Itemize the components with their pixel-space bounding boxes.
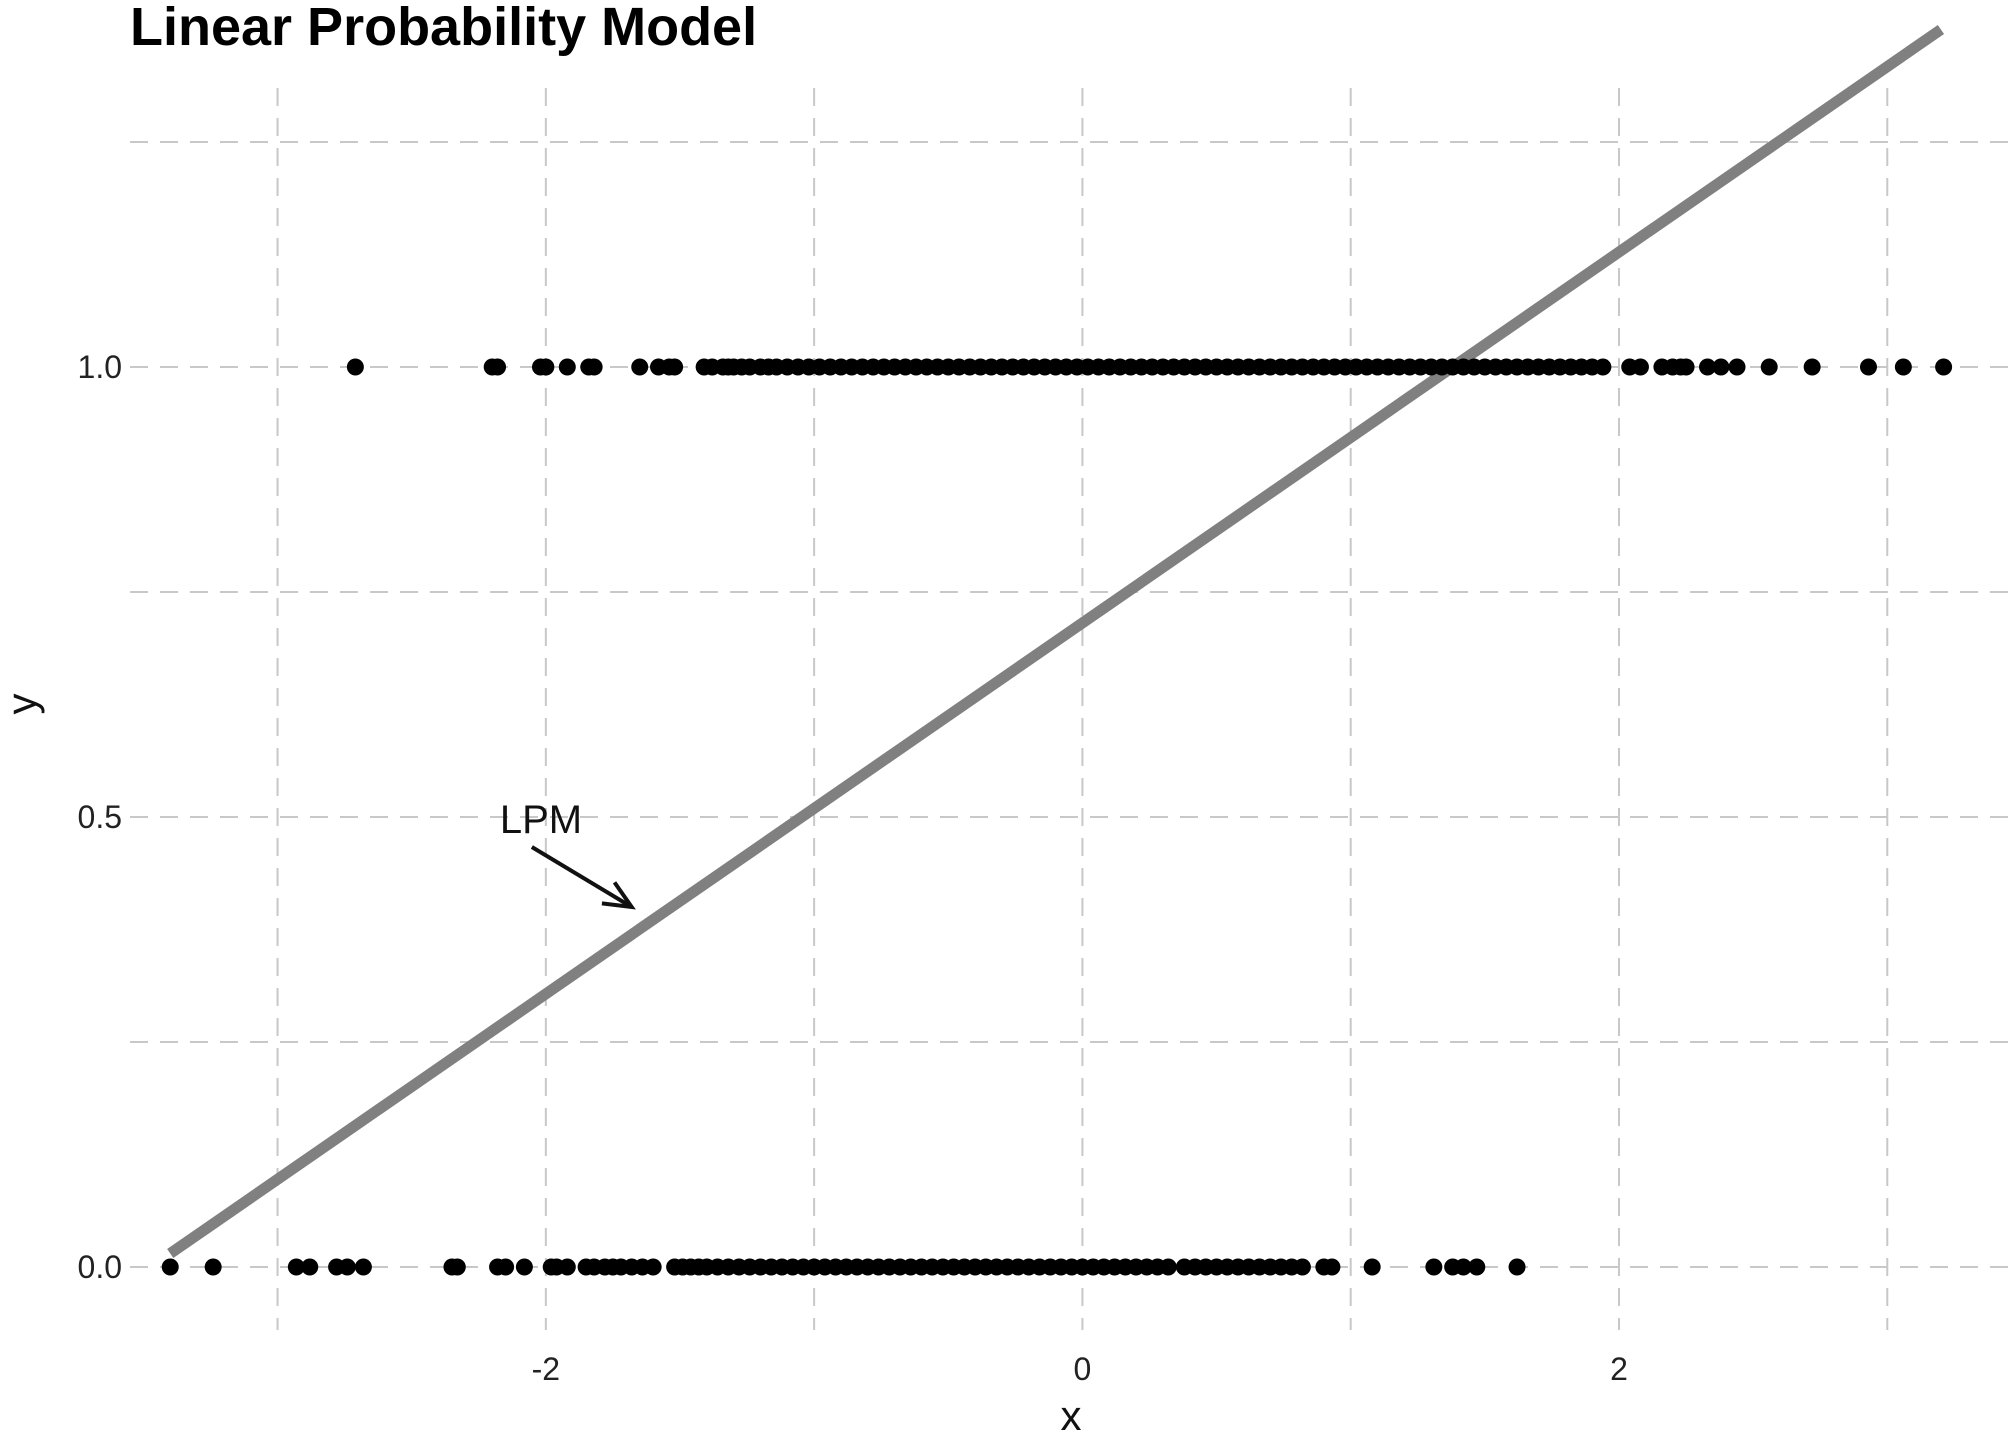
data-point-y0	[448, 1258, 466, 1276]
y-axis-title: y	[0, 694, 45, 715]
data-point-y0	[204, 1258, 222, 1276]
data-point-y1	[537, 358, 555, 376]
data-point-y0	[287, 1258, 305, 1276]
data-point-y1	[346, 358, 364, 376]
data-point-y1	[558, 358, 576, 376]
y-tick-label: 0.5	[78, 799, 122, 835]
annotation-arrow-head	[601, 881, 636, 910]
data-point-y1	[1677, 358, 1695, 376]
data-point-y0	[301, 1258, 319, 1276]
x-tick-label: -2	[532, 1351, 560, 1387]
data-point-y1	[1728, 358, 1746, 376]
scatter-points-layer	[161, 358, 1953, 1276]
data-point-y1	[1631, 358, 1649, 376]
data-point-y0	[558, 1258, 576, 1276]
data-point-y0	[1363, 1258, 1381, 1276]
x-tick-label: 2	[1610, 1351, 1628, 1387]
annotation-arrow-shaft	[530, 845, 633, 909]
y-tick-label: 1.0	[78, 349, 122, 385]
tick-labels-layer: -2 0 2 0.0 0.5 1.0	[78, 349, 1628, 1387]
regression-line-layer	[167, 24, 1945, 1259]
data-point-y0	[1468, 1258, 1486, 1276]
grid-lines	[130, 88, 2008, 1330]
data-point-y1	[489, 358, 507, 376]
data-point-y0	[1508, 1258, 1526, 1276]
data-point-y1	[1699, 358, 1717, 376]
data-point-y0	[1293, 1258, 1311, 1276]
data-point-y1	[1594, 358, 1612, 376]
data-point-y0	[161, 1258, 179, 1276]
data-point-y0	[1454, 1258, 1472, 1276]
x-axis-title: x	[1061, 1392, 1082, 1439]
data-point-y1	[585, 358, 603, 376]
lpm-regression-line	[167, 24, 1945, 1259]
chart-title: Linear Probability Model	[130, 0, 757, 57]
x-tick-label: 0	[1074, 1351, 1092, 1387]
data-point-y0	[354, 1258, 372, 1276]
data-point-y1	[1760, 358, 1778, 376]
data-point-y0	[1425, 1258, 1443, 1276]
data-point-y0	[644, 1258, 662, 1276]
annotation-label: LPM	[500, 798, 582, 842]
data-point-y1	[1894, 358, 1912, 376]
y-tick-label: 0.0	[78, 1249, 122, 1285]
data-point-y0	[497, 1258, 515, 1276]
data-point-y1	[1859, 358, 1877, 376]
data-point-y1	[1712, 358, 1730, 376]
data-point-y1	[666, 358, 684, 376]
annotation-layer: LPM	[500, 798, 636, 910]
data-point-y0	[515, 1258, 533, 1276]
data-point-y1	[1803, 358, 1821, 376]
data-point-y1	[1935, 358, 1953, 376]
data-point-y1	[631, 358, 649, 376]
data-point-y0	[1323, 1258, 1341, 1276]
data-point-y0	[1159, 1258, 1177, 1276]
data-point-y0	[338, 1258, 356, 1276]
